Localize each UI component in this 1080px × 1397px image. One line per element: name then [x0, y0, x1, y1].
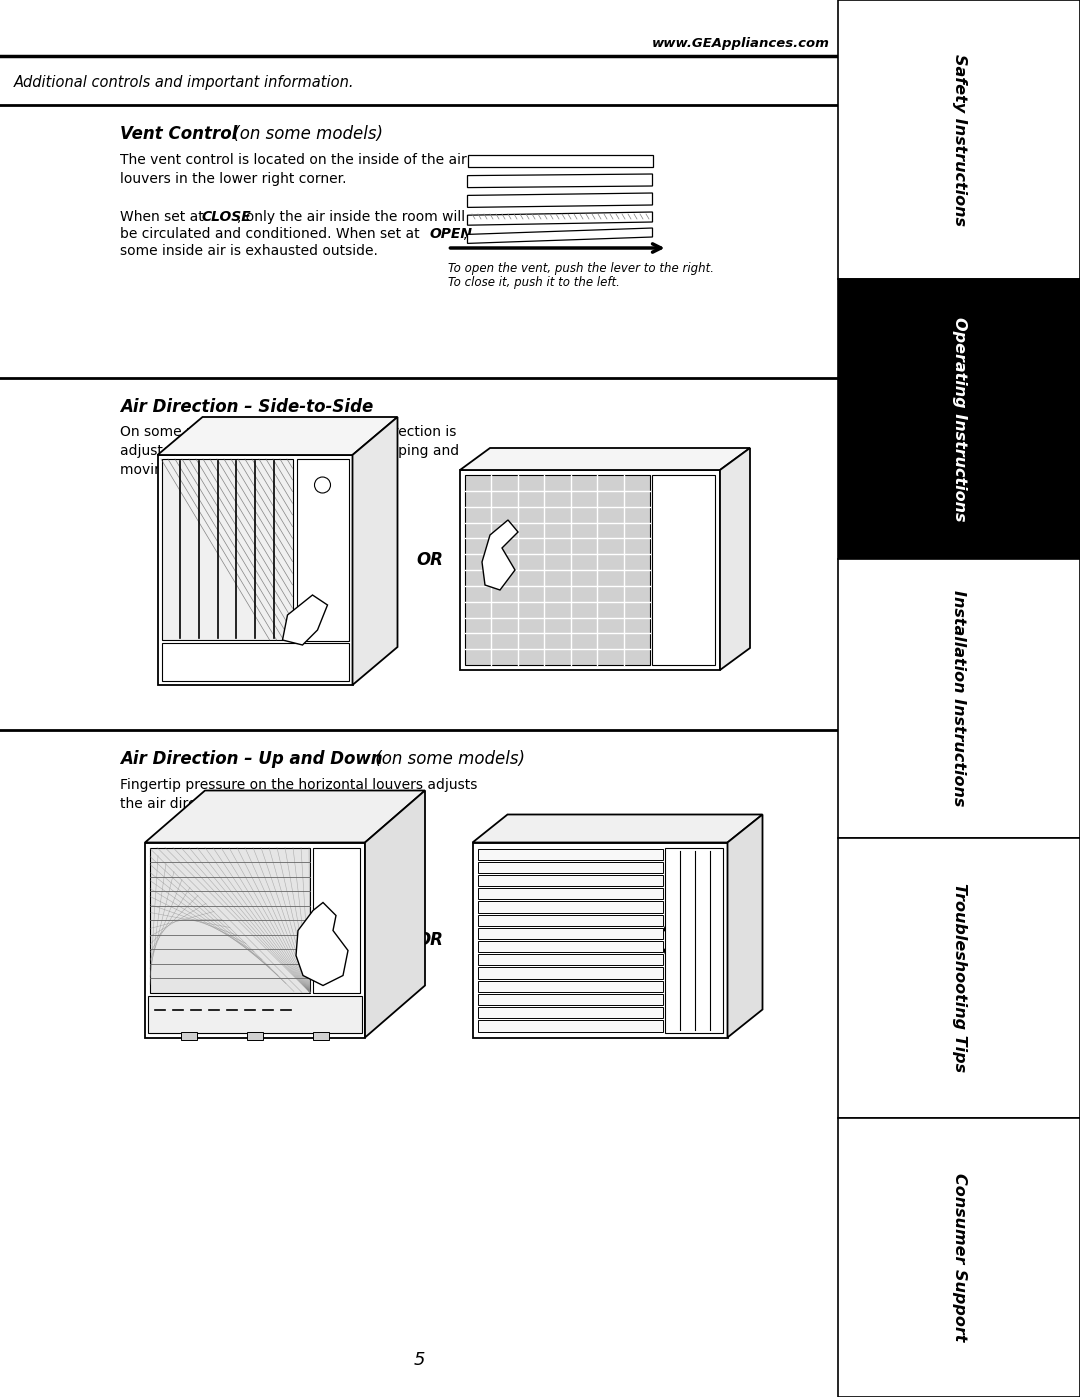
Text: Additional controls and important information.: Additional controls and important inform…: [14, 75, 354, 89]
Bar: [477, 901, 662, 912]
Text: Operating Instructions: Operating Instructions: [951, 317, 967, 521]
Text: (on some models): (on some models): [370, 750, 525, 768]
Text: be circulated and conditioned. When set at: be circulated and conditioned. When set …: [120, 226, 424, 242]
Text: On some models, the side-to-side air direction is
adjusted by the louver levers : On some models, the side-to-side air dir…: [120, 425, 459, 476]
Bar: [477, 993, 662, 1004]
Bar: [664, 848, 723, 1032]
Polygon shape: [468, 212, 652, 225]
Polygon shape: [468, 193, 652, 207]
Bar: [158, 455, 352, 685]
Text: When set at: When set at: [120, 210, 208, 224]
Text: OPEN: OPEN: [430, 226, 473, 242]
Text: 5: 5: [414, 1351, 424, 1369]
Text: Air Direction – Up and Down: Air Direction – Up and Down: [120, 750, 382, 768]
Bar: [297, 460, 349, 641]
Text: Air Direction – Side-to-Side: Air Direction – Side-to-Side: [120, 398, 374, 416]
Bar: [313, 848, 360, 992]
Text: Vent Control: Vent Control: [120, 124, 238, 142]
Bar: [477, 928, 662, 939]
Text: Consumer Support: Consumer Support: [951, 1173, 967, 1341]
Bar: [148, 996, 362, 1032]
Polygon shape: [145, 791, 426, 842]
Text: To open the vent, push the lever to the right.: To open the vent, push the lever to the …: [447, 263, 714, 275]
Text: some inside air is exhausted outside.: some inside air is exhausted outside.: [120, 244, 378, 258]
Text: Troubleshooting Tips: Troubleshooting Tips: [951, 883, 967, 1073]
Bar: [313, 1031, 329, 1039]
Polygon shape: [158, 416, 397, 455]
Bar: [477, 942, 662, 953]
Bar: [145, 842, 365, 1038]
Bar: [477, 1007, 662, 1018]
Bar: [838, 0, 1080, 279]
Bar: [477, 875, 662, 886]
Bar: [838, 838, 1080, 1118]
Text: , only the air inside the room will: , only the air inside the room will: [237, 210, 465, 224]
Text: (on some models): (on some models): [228, 124, 383, 142]
Polygon shape: [473, 814, 762, 842]
Polygon shape: [365, 791, 426, 1038]
Bar: [473, 842, 728, 1038]
Bar: [477, 915, 662, 926]
Bar: [162, 460, 293, 640]
Polygon shape: [468, 155, 652, 168]
Polygon shape: [468, 175, 652, 187]
Text: Safety Instructions: Safety Instructions: [951, 53, 967, 226]
Bar: [477, 1020, 662, 1031]
Bar: [460, 469, 720, 671]
Text: The vent control is located on the inside of the air
louvers in the lower right : The vent control is located on the insid…: [120, 154, 467, 186]
Bar: [838, 559, 1080, 838]
Polygon shape: [728, 814, 762, 1038]
Polygon shape: [296, 902, 348, 985]
Bar: [477, 888, 662, 900]
Text: OR: OR: [417, 550, 444, 569]
Bar: [477, 954, 662, 965]
Bar: [838, 279, 1080, 559]
Bar: [181, 1031, 197, 1039]
Bar: [477, 968, 662, 979]
Bar: [652, 475, 715, 665]
Bar: [162, 643, 349, 680]
Text: To close it, push it to the left.: To close it, push it to the left.: [447, 277, 619, 289]
Polygon shape: [283, 595, 327, 645]
Polygon shape: [720, 448, 750, 671]
Bar: [465, 475, 650, 665]
Bar: [477, 981, 662, 992]
Polygon shape: [482, 520, 518, 590]
Bar: [150, 848, 310, 992]
Polygon shape: [352, 416, 397, 685]
Polygon shape: [460, 448, 750, 469]
Text: www.GEAppliances.com: www.GEAppliances.com: [652, 36, 831, 50]
Bar: [477, 862, 662, 873]
Text: OR: OR: [417, 930, 444, 949]
Text: Installation Instructions: Installation Instructions: [951, 591, 967, 806]
Text: CLOSE: CLOSE: [202, 210, 252, 224]
Circle shape: [314, 476, 330, 493]
Text: Fingertip pressure on the horizontal louvers adjusts
the air direction up or dow: Fingertip pressure on the horizontal lou…: [120, 778, 477, 810]
Text: ,: ,: [463, 226, 468, 242]
Bar: [477, 848, 662, 859]
Bar: [247, 1031, 264, 1039]
Bar: [838, 1118, 1080, 1397]
Polygon shape: [468, 228, 652, 243]
